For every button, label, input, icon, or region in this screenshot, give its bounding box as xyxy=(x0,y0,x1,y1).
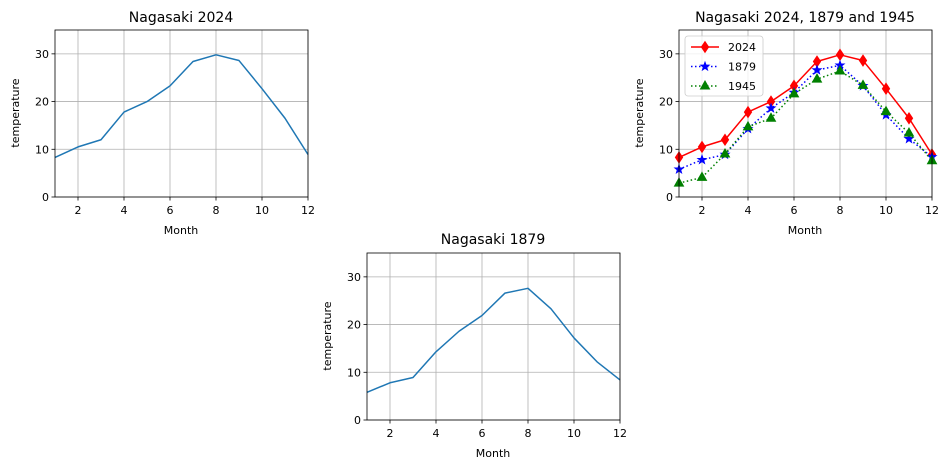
axes-frame xyxy=(366,252,621,421)
y-tick-label: 20 xyxy=(659,96,673,109)
x-tick-label: 6 xyxy=(479,427,486,440)
data-point xyxy=(788,87,800,98)
y-tick-label: 20 xyxy=(347,319,361,332)
data-point xyxy=(835,48,845,62)
x-tick-label: 10 xyxy=(879,204,893,217)
y-tick-label: 20 xyxy=(35,96,49,109)
y-tick-label: 0 xyxy=(666,191,673,204)
chart-title: Nagasaki 2024, 1879 and 1945 xyxy=(695,10,915,26)
y-axis-label: temperature xyxy=(9,78,22,147)
y-tick-label: 10 xyxy=(347,366,361,379)
data-point xyxy=(904,111,914,125)
chart-title: Nagasaki 1879 xyxy=(441,232,545,248)
x-tick-label: 4 xyxy=(433,427,440,440)
data-point xyxy=(880,105,892,116)
x-tick-label: 10 xyxy=(255,204,269,217)
y-axis-label: temperature xyxy=(321,301,334,370)
subplot-nagasaki-2024: Nagasaki 2024 Month temperature 2 4 6 8 10 12… xyxy=(9,10,315,237)
x-tick-label: 6 xyxy=(167,204,174,217)
y-tick-label: 10 xyxy=(35,143,49,156)
x-tick-label: 12 xyxy=(925,204,939,217)
data-point xyxy=(811,64,823,75)
y-tick-label: 10 xyxy=(659,143,673,156)
x-tick-label: 8 xyxy=(837,204,844,217)
x-tick-label: 8 xyxy=(525,427,532,440)
axes-frame xyxy=(54,29,309,198)
data-point xyxy=(903,127,915,137)
legend-label: 1945 xyxy=(728,80,756,93)
series-line xyxy=(54,54,309,159)
series-line xyxy=(366,287,621,394)
data-point xyxy=(834,65,846,75)
series-line-1945 xyxy=(678,70,933,184)
y-tick-label: 0 xyxy=(354,414,361,427)
data-point xyxy=(696,154,708,165)
data-point xyxy=(765,112,777,122)
x-tick-label: 4 xyxy=(745,204,752,217)
legend-marker xyxy=(699,79,711,90)
y-tick-label: 0 xyxy=(42,191,49,204)
y-tick-label: 30 xyxy=(35,48,49,61)
data-point xyxy=(742,120,754,131)
data-point xyxy=(720,133,730,147)
x-tick-label: 2 xyxy=(699,204,706,217)
x-tick-label: 10 xyxy=(567,427,581,440)
x-tick-label: 4 xyxy=(121,204,128,217)
data-point xyxy=(765,102,777,113)
y-tick-label: 30 xyxy=(347,271,361,284)
legend-label: 2024 xyxy=(728,41,756,54)
legend-label: 1879 xyxy=(728,61,756,74)
series-line-2024 xyxy=(678,54,933,159)
data-point xyxy=(857,79,869,89)
data-point xyxy=(881,82,891,95)
x-tick-label: 12 xyxy=(301,204,315,217)
x-tick-label: 2 xyxy=(75,204,82,217)
x-axis-label: Month xyxy=(476,447,511,460)
subplot-nagasaki-1879: Nagasaki 1879 Month temperature 2 4 6 8 10 12… xyxy=(321,232,627,460)
data-point xyxy=(719,148,731,158)
x-axis-label: Month xyxy=(788,224,823,237)
x-tick-label: 12 xyxy=(613,427,627,440)
x-tick-label: 2 xyxy=(387,427,394,440)
legend: 2024 1879 1945 xyxy=(684,35,764,97)
x-axis-label: Month xyxy=(164,224,199,237)
chart-title: Nagasaki 2024 xyxy=(129,10,234,26)
x-tick-label: 6 xyxy=(791,204,798,217)
data-point xyxy=(697,140,707,154)
axes-frame xyxy=(678,29,933,198)
subplot-nagasaki-comparison: Nagasaki 2024, 1879 and 1945 Month tempe… xyxy=(633,10,939,237)
legend-marker xyxy=(700,40,710,54)
legend-marker xyxy=(699,60,711,72)
data-point xyxy=(743,105,753,119)
x-tick-label: 8 xyxy=(213,204,220,217)
y-axis-label: temperature xyxy=(633,78,646,147)
data-point xyxy=(811,73,823,83)
y-tick-label: 30 xyxy=(659,48,673,61)
data-point xyxy=(696,171,708,181)
data-point xyxy=(858,54,868,67)
